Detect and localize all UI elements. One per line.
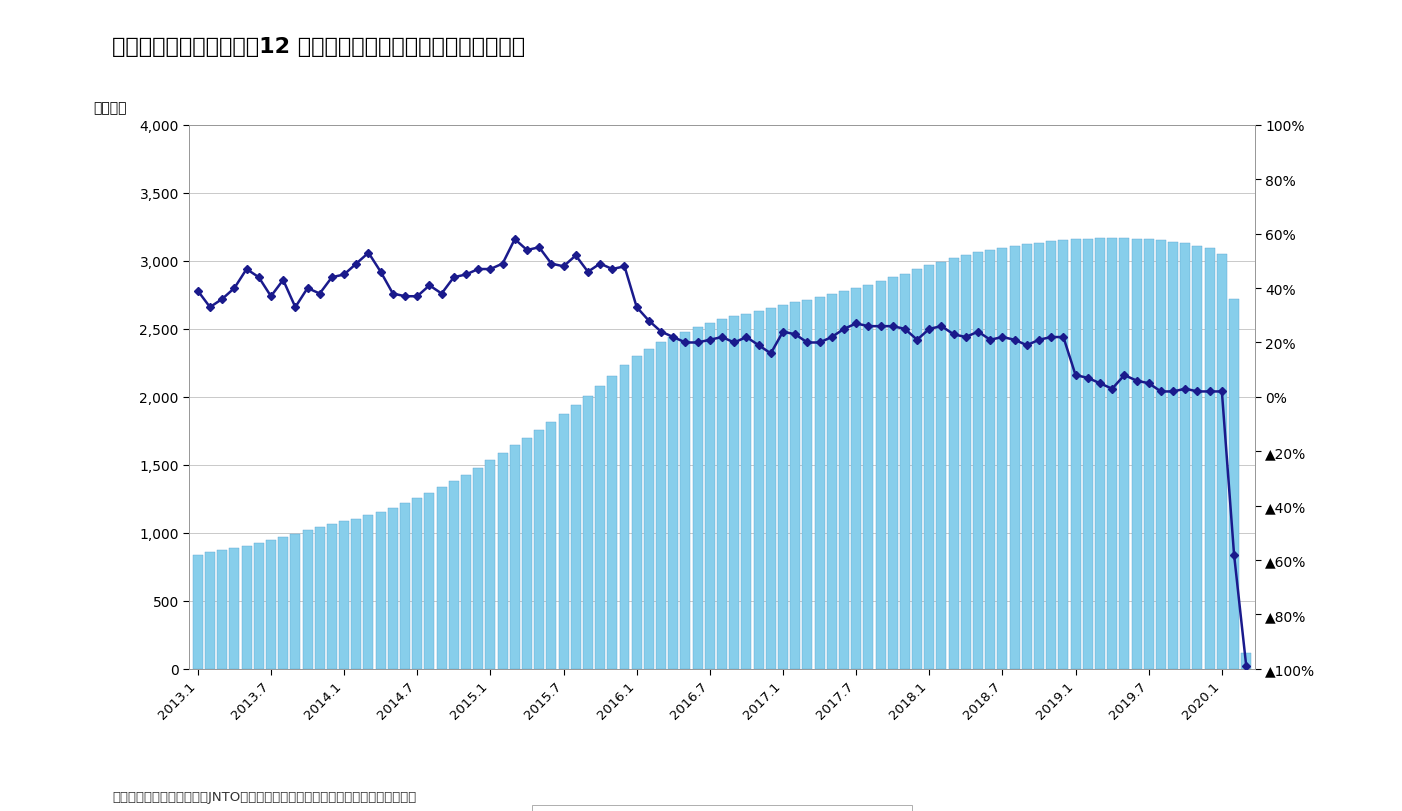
Bar	[290, 534, 300, 669]
Bar	[594, 387, 606, 669]
Bar	[913, 270, 923, 669]
Bar	[778, 306, 788, 669]
Bar	[339, 521, 349, 669]
Bar	[705, 324, 715, 669]
Bar	[241, 546, 251, 669]
Bar	[815, 298, 824, 669]
Text: （万人）: （万人）	[94, 101, 126, 115]
Bar	[669, 337, 679, 669]
Bar	[937, 263, 946, 669]
Bar	[412, 499, 422, 669]
Bar	[1095, 239, 1105, 669]
Bar	[1046, 242, 1056, 669]
Bar	[960, 256, 970, 669]
Bar	[230, 548, 240, 669]
Bar	[254, 543, 264, 669]
Bar	[1168, 242, 1178, 669]
Bar	[1131, 239, 1141, 669]
Bar	[583, 397, 593, 669]
Bar	[278, 537, 289, 669]
Bar	[949, 259, 959, 669]
Bar	[1082, 239, 1092, 669]
Bar	[558, 414, 569, 669]
Bar	[534, 431, 544, 669]
Bar	[388, 508, 398, 669]
Bar	[644, 350, 653, 669]
Bar	[205, 552, 215, 669]
Text: 訪日外国人客数の推移（12 ケ月累計、前年同月比は月次ベース）: 訪日外国人客数の推移（12 ケ月累計、前年同月比は月次ベース）	[112, 36, 526, 57]
Bar	[449, 482, 458, 669]
Bar	[1022, 245, 1032, 669]
Bar	[352, 519, 362, 669]
Bar	[1144, 240, 1154, 669]
Bar	[510, 446, 520, 669]
Bar	[716, 320, 728, 669]
Bar	[1035, 243, 1044, 669]
Bar	[425, 494, 435, 669]
Bar	[314, 528, 325, 669]
Bar	[864, 285, 873, 669]
Bar	[620, 366, 629, 669]
Bar	[742, 314, 751, 669]
Bar	[827, 295, 837, 669]
Bar	[376, 513, 386, 669]
Bar	[474, 468, 484, 669]
Bar	[498, 453, 508, 669]
Bar	[900, 274, 910, 669]
Bar	[791, 303, 801, 669]
Bar	[887, 278, 897, 669]
Bar	[436, 488, 447, 669]
Bar	[973, 253, 983, 669]
Bar	[571, 406, 580, 669]
Bar	[729, 317, 739, 669]
Bar	[875, 282, 886, 669]
Bar	[838, 292, 850, 669]
Bar	[1108, 239, 1117, 669]
Text: （出所）日本政府観光局（JNTO）の公表データを基にニッセイ基礎研究所が作成: （出所）日本政府観光局（JNTO）の公表データを基にニッセイ基礎研究所が作成	[112, 790, 416, 803]
Bar	[1059, 241, 1068, 669]
Bar	[680, 333, 690, 669]
Legend: 過去12ヶ月間累計値（万人）, 単月値前年同月比（％）: 過去12ヶ月間累計値（万人）, 単月値前年同月比（％）	[531, 805, 913, 811]
Bar	[1180, 244, 1190, 669]
Bar	[485, 461, 495, 669]
Bar	[754, 311, 764, 669]
Bar	[461, 475, 471, 669]
Bar	[327, 525, 336, 669]
Bar	[924, 266, 934, 669]
Bar	[547, 423, 557, 669]
Bar	[193, 556, 203, 669]
Bar	[607, 376, 617, 669]
Bar	[1241, 653, 1251, 669]
Bar	[400, 504, 409, 669]
Bar	[986, 251, 995, 669]
Bar	[1119, 239, 1130, 669]
Bar	[802, 300, 812, 669]
Bar	[1193, 247, 1203, 669]
Bar	[656, 343, 666, 669]
Bar	[997, 248, 1008, 669]
Bar	[765, 308, 775, 669]
Bar	[1204, 248, 1214, 669]
Bar	[851, 289, 861, 669]
Bar	[1230, 299, 1239, 669]
Bar	[1009, 247, 1019, 669]
Bar	[266, 540, 276, 669]
Bar	[363, 516, 373, 669]
Bar	[303, 530, 313, 669]
Bar	[632, 357, 642, 669]
Bar	[1155, 241, 1166, 669]
Bar	[1217, 255, 1227, 669]
Bar	[217, 551, 227, 669]
Bar	[693, 328, 702, 669]
Bar	[522, 439, 531, 669]
Bar	[1071, 240, 1081, 669]
